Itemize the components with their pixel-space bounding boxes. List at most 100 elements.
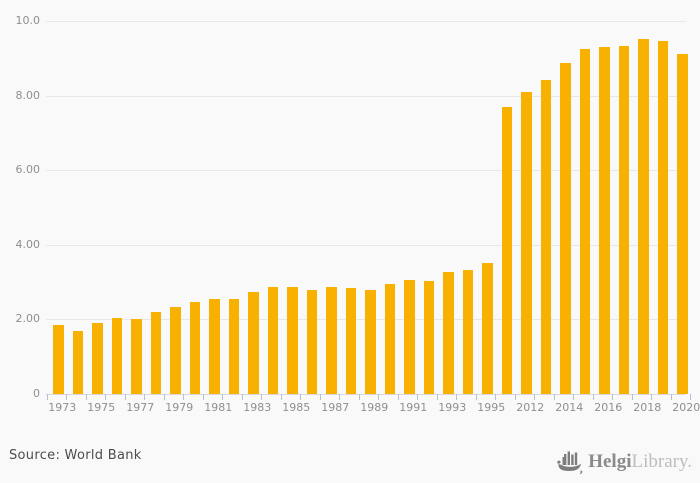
bar-2014[interactable] [560, 62, 571, 394]
x-axis-tick [124, 394, 126, 400]
logo-text-library: Library. [631, 451, 693, 472]
x-axis-tick [690, 394, 691, 400]
x-axis-tick [85, 394, 87, 400]
x-axis-tick [300, 394, 301, 400]
gridline-y-10.0 [46, 21, 686, 22]
bar-2020[interactable] [677, 53, 688, 394]
bar-1982[interactable] [228, 299, 239, 394]
x-axis-tick [670, 394, 672, 400]
x-axis-label-1981: 1981 [204, 401, 233, 414]
x-axis-label-1975: 1975 [87, 401, 116, 414]
x-axis-tick [378, 394, 379, 400]
x-axis-tick [261, 394, 262, 400]
x-axis-label-1991: 1991 [399, 401, 428, 414]
bar-1993[interactable] [443, 271, 454, 394]
x-axis-tick [456, 394, 457, 400]
x-axis-tick [397, 394, 399, 400]
bar-1989[interactable] [365, 289, 376, 394]
bar-1975[interactable] [92, 323, 103, 394]
bar-1983[interactable] [248, 292, 259, 394]
bar-1974[interactable] [72, 330, 83, 394]
bar-1979[interactable] [170, 307, 181, 394]
bar-2019[interactable] [657, 40, 668, 394]
x-axis-label-1977: 1977 [126, 401, 155, 414]
x-axis-tick [241, 394, 243, 400]
x-axis-tick [514, 394, 516, 400]
bar-1995[interactable] [482, 263, 493, 394]
x-axis-tick [222, 394, 223, 400]
helgi-ship-icon [557, 451, 583, 474]
bar-1984[interactable] [267, 286, 278, 394]
x-axis-tick [592, 394, 594, 400]
helgi-library-logo: HelgiLibrary. [556, 449, 692, 475]
bar-2013[interactable] [540, 80, 551, 394]
x-axis-tick [553, 394, 555, 400]
x-axis-label-1989: 1989 [360, 401, 389, 414]
x-axis-tick [495, 394, 496, 400]
x-axis-tick [163, 394, 165, 400]
x-axis-tick [105, 394, 106, 400]
x-axis-tick [631, 394, 633, 400]
bar-2017[interactable] [618, 45, 629, 394]
plot-area [46, 21, 688, 395]
x-axis-tick [46, 394, 48, 400]
x-axis-tick [612, 394, 613, 400]
x-axis-tick [534, 394, 535, 400]
gridline-y-4.00 [46, 244, 686, 246]
y-axis-label-2.00: 2.00 [15, 312, 41, 326]
y-axis-label-4.00: 4.00 [15, 237, 41, 251]
bar-1991[interactable] [404, 280, 415, 394]
x-axis-label-1973: 1973 [48, 401, 77, 414]
x-axis-tick [417, 394, 418, 400]
bar-2018[interactable] [638, 38, 649, 394]
bar-2015[interactable] [579, 49, 590, 394]
x-axis-label-2018: 2018 [633, 401, 662, 414]
x-axis-tick [358, 394, 360, 400]
bar-1994[interactable] [462, 269, 473, 394]
x-axis-tick [280, 394, 282, 400]
x-axis-tick [202, 394, 204, 400]
y-axis-label-8.00: 8.00 [15, 88, 41, 102]
x-axis-tick [436, 394, 438, 400]
bar-2012[interactable] [521, 91, 532, 394]
x-axis-tick [319, 394, 321, 400]
x-axis-label-1983: 1983 [243, 401, 272, 414]
bar-2016[interactable] [599, 47, 610, 394]
x-axis-label-2012: 2012 [516, 401, 545, 414]
gridline-y-8.00 [46, 95, 686, 97]
bar-1986[interactable] [306, 289, 317, 394]
y-axis-label-0: 0 [33, 387, 40, 400]
y-axis-label-6.00: 6.00 [15, 163, 41, 177]
bar-1992[interactable] [423, 280, 434, 394]
bar-1977[interactable] [131, 319, 142, 394]
x-axis-tick [66, 394, 67, 400]
bar-1981[interactable] [209, 298, 220, 394]
x-axis-tick [144, 394, 145, 400]
x-axis-label-1993: 1993 [438, 401, 467, 414]
gridline-y-0 [46, 394, 686, 395]
logo-wordmark: HelgiLibrary. [588, 449, 692, 475]
bar-1980[interactable] [189, 302, 200, 394]
source-caption: Source: World Bank [9, 448, 142, 463]
x-axis-label-1995: 1995 [477, 401, 506, 414]
x-axis-label-2020: 2020 [672, 401, 700, 414]
logo-text-helgi: Helgi [588, 451, 632, 472]
x-axis-label-1985: 1985 [282, 401, 311, 414]
y-axis-label-10.0: 10.0 [15, 14, 41, 27]
x-axis-label-1987: 1987 [321, 401, 350, 414]
x-axis-tick [651, 394, 652, 400]
bar-1988[interactable] [345, 288, 356, 394]
bar-1973[interactable] [53, 324, 64, 394]
bar-2011[interactable] [501, 106, 512, 394]
bar-1990[interactable] [384, 283, 395, 394]
x-axis-tick [573, 394, 574, 400]
x-axis-tick [183, 394, 184, 400]
bar-1976[interactable] [111, 318, 122, 394]
x-axis-label-1979: 1979 [165, 401, 194, 414]
bar-1978[interactable] [150, 311, 161, 394]
bar-1987[interactable] [326, 287, 337, 394]
bar-1985[interactable] [287, 287, 298, 394]
x-axis-tick [475, 394, 477, 400]
x-axis-tick [339, 394, 340, 400]
